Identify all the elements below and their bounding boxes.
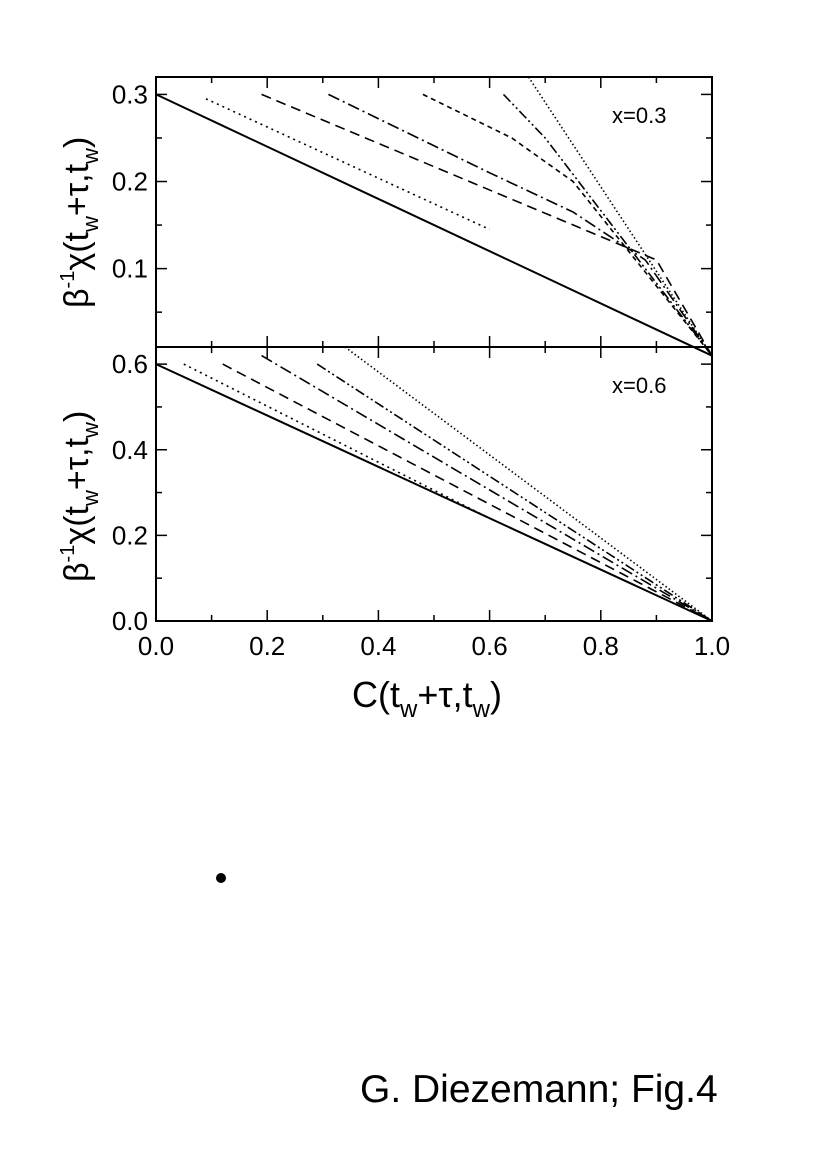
y-tick-label: 0.0 [112,606,148,636]
y-tick-label: 0.3 [112,79,148,109]
series-line-dashed [261,93,713,357]
y-tick-label: 0.2 [112,167,148,197]
x-tick-label: 0.2 [249,631,285,661]
figure-caption: G. Diezemann; Fig.4 [360,1068,718,1111]
panel-bottom: 0.0 0.2 0.4 0.6 0.8 1.0 0.0 0.2 0.4 0.6 x=0.6 β-1… [57,346,730,723]
series-line-shortdash [422,93,713,357]
series-line-solid [155,363,713,622]
y-tick-label: 0.2 [112,520,148,550]
series-line-dashdot [328,93,713,357]
panel-top-series [155,76,713,357]
y-tick-label: 0.1 [112,254,148,284]
panel-top-annotation: x=0.3 [612,103,666,128]
panel-top-ylabel: β-1χ(tw+τ,tw) [57,137,103,308]
series-line-dotted [183,363,490,520]
y-tick-label: 0.6 [112,349,148,379]
panel-bottom-series [155,346,713,622]
panel-bottom-annotation: x=0.6 [612,373,666,398]
x-tick-label: 0.8 [583,631,619,661]
panel-bottom-ticks: 0.0 0.2 0.4 0.6 0.8 1.0 0.0 0.2 0.4 0.6 [112,347,730,661]
y-tick-label: 0.4 [112,435,148,465]
panel-top-ticks: 0.1 0.2 0.3 [112,77,713,347]
panel-bottom-xlabel: C(tw+τ,tw) [352,674,502,723]
series-line-fine-dotted [344,346,713,622]
series-line-dashed [222,363,713,622]
series-line-dashdotdot [316,363,713,622]
x-tick-label: 1.0 [694,631,730,661]
series-line-dotted [205,98,490,231]
panel-bottom-ylabel: β-1χ(tw+τ,tw) [57,411,103,582]
series-line-dashdot [261,354,713,622]
stray-dot [216,873,226,883]
x-tick-label: 0.0 [138,631,174,661]
series-line-dashdotdot [502,93,713,357]
series-line-solid [155,93,713,357]
x-tick-label: 0.6 [472,631,508,661]
panel-top: 0.1 0.2 0.3 x=0.3 β-1χ(tw+τ,tw) [57,76,713,357]
x-tick-label: 0.4 [360,631,396,661]
